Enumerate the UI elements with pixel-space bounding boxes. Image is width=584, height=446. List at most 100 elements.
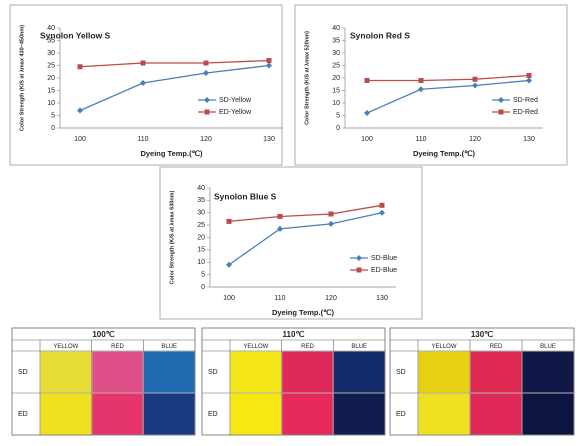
y-tick-label: 30	[332, 50, 340, 57]
swatch-table: 100℃ YELLOW RED BLUE SD ED	[11, 327, 196, 436]
marker	[226, 218, 232, 224]
marker	[364, 78, 370, 83]
marker	[203, 70, 209, 76]
column-header: RED	[111, 344, 124, 350]
y-tick-label: 15	[332, 87, 340, 94]
marker	[472, 82, 478, 89]
y-axis-label: Color Strength (K/S at λmax 630nm)	[169, 190, 175, 284]
y-tick-label: 20	[197, 234, 205, 241]
y-tick-label: 20	[332, 75, 340, 82]
swatch	[143, 393, 195, 435]
legend-marker	[204, 97, 210, 103]
y-tick-label: 35	[47, 37, 55, 44]
marker	[266, 62, 272, 69]
row-header: SD	[396, 369, 406, 376]
series-line	[228, 212, 383, 266]
row-header: ED	[208, 411, 218, 418]
y-tick-label: 25	[47, 62, 55, 69]
swatch	[92, 393, 143, 435]
marker	[526, 77, 532, 84]
x-axis-label: Dyeing Temp.(℃)	[413, 149, 476, 158]
y-tick-label: 0	[336, 125, 340, 132]
marker	[277, 213, 283, 219]
x-axis-label: Dyeing Temp.(℃)	[272, 308, 335, 317]
y-tick-label: 10	[47, 100, 55, 107]
marker	[77, 107, 83, 114]
marker	[203, 60, 209, 66]
y-tick-label: 25	[332, 62, 340, 69]
swatch	[230, 393, 282, 435]
column-header: BLUE	[351, 344, 367, 350]
y-tick-label: 0	[51, 125, 55, 132]
x-tick-label: 120	[469, 136, 481, 143]
x-tick-label: 130	[376, 295, 388, 302]
column-header: RED	[301, 344, 314, 350]
y-tick-label: 15	[47, 87, 55, 94]
chart-frame	[294, 4, 568, 166]
marker	[418, 86, 424, 93]
y-tick-label: 10	[332, 100, 340, 107]
y-tick-label: 5	[51, 112, 55, 119]
swatch	[282, 351, 333, 393]
row-header: ED	[18, 411, 28, 418]
chart-title: Synolon Red S	[350, 30, 410, 40]
marker	[364, 110, 370, 116]
x-tick-label: 100	[74, 136, 86, 143]
chart-title: Synolon Blue S	[214, 191, 277, 201]
legend-marker	[204, 109, 210, 115]
swatch	[333, 393, 385, 435]
swatch	[40, 351, 92, 393]
marker	[379, 209, 385, 216]
legend-label: ED-Blue	[371, 267, 397, 274]
marker	[328, 211, 334, 217]
swatch	[418, 393, 470, 435]
series-line	[79, 64, 270, 112]
swatch	[470, 393, 522, 435]
x-tick-label: 130	[523, 136, 535, 143]
x-tick-label: 130	[263, 136, 275, 143]
swatch	[40, 393, 92, 435]
y-tick-label: 10	[197, 259, 205, 266]
y-tick-label: 30	[47, 50, 55, 57]
chart: 0 5 10 15 20 25 30 35 40 100 110 120 130 Dyeing Temp.…	[9, 4, 283, 166]
y-tick-label: 30	[197, 210, 205, 217]
marker	[140, 80, 146, 86]
y-tick-label: 35	[197, 197, 205, 204]
x-tick-label: 110	[274, 295, 285, 302]
y-tick-label: 35	[332, 37, 340, 44]
swatch	[470, 351, 522, 393]
column-header: YELLOW	[53, 344, 78, 350]
y-tick-label: 40	[197, 185, 205, 192]
legend-label: ED-Red	[513, 109, 538, 116]
marker	[140, 60, 146, 66]
series-line	[228, 204, 383, 223]
swatch-table: 110℃ YELLOW RED BLUE SD ED	[201, 327, 386, 436]
row-header: ED	[396, 411, 406, 418]
y-tick-label: 15	[197, 247, 205, 254]
swatch	[143, 351, 195, 393]
swatch	[92, 351, 143, 393]
y-tick-label: 40	[47, 25, 55, 32]
legend-marker	[356, 267, 362, 273]
swatch	[522, 393, 574, 435]
marker	[77, 64, 83, 70]
y-tick-label: 40	[332, 25, 340, 32]
column-header: RED	[490, 344, 503, 350]
marker	[418, 78, 424, 83]
swatch	[282, 393, 333, 435]
swatch-table: 130℃ YELLOW RED BLUE SD ED	[389, 327, 575, 436]
marker	[328, 220, 334, 227]
y-tick-label: 25	[197, 222, 205, 229]
row-header: SD	[208, 369, 218, 376]
y-axis-label: Color Strength (K/S at λmax 520nm)	[304, 31, 310, 125]
legend-marker	[498, 109, 504, 115]
x-tick-label: 100	[361, 136, 373, 143]
table-title: 110℃	[283, 330, 305, 339]
legend-label: ED-Yellow	[219, 109, 252, 116]
swatch	[333, 351, 385, 393]
column-header: YELLOW	[243, 344, 268, 350]
x-tick-label: 110	[415, 136, 426, 143]
chart-frame	[9, 4, 283, 166]
column-header: YELLOW	[431, 344, 456, 350]
x-tick-label: 100	[223, 295, 235, 302]
